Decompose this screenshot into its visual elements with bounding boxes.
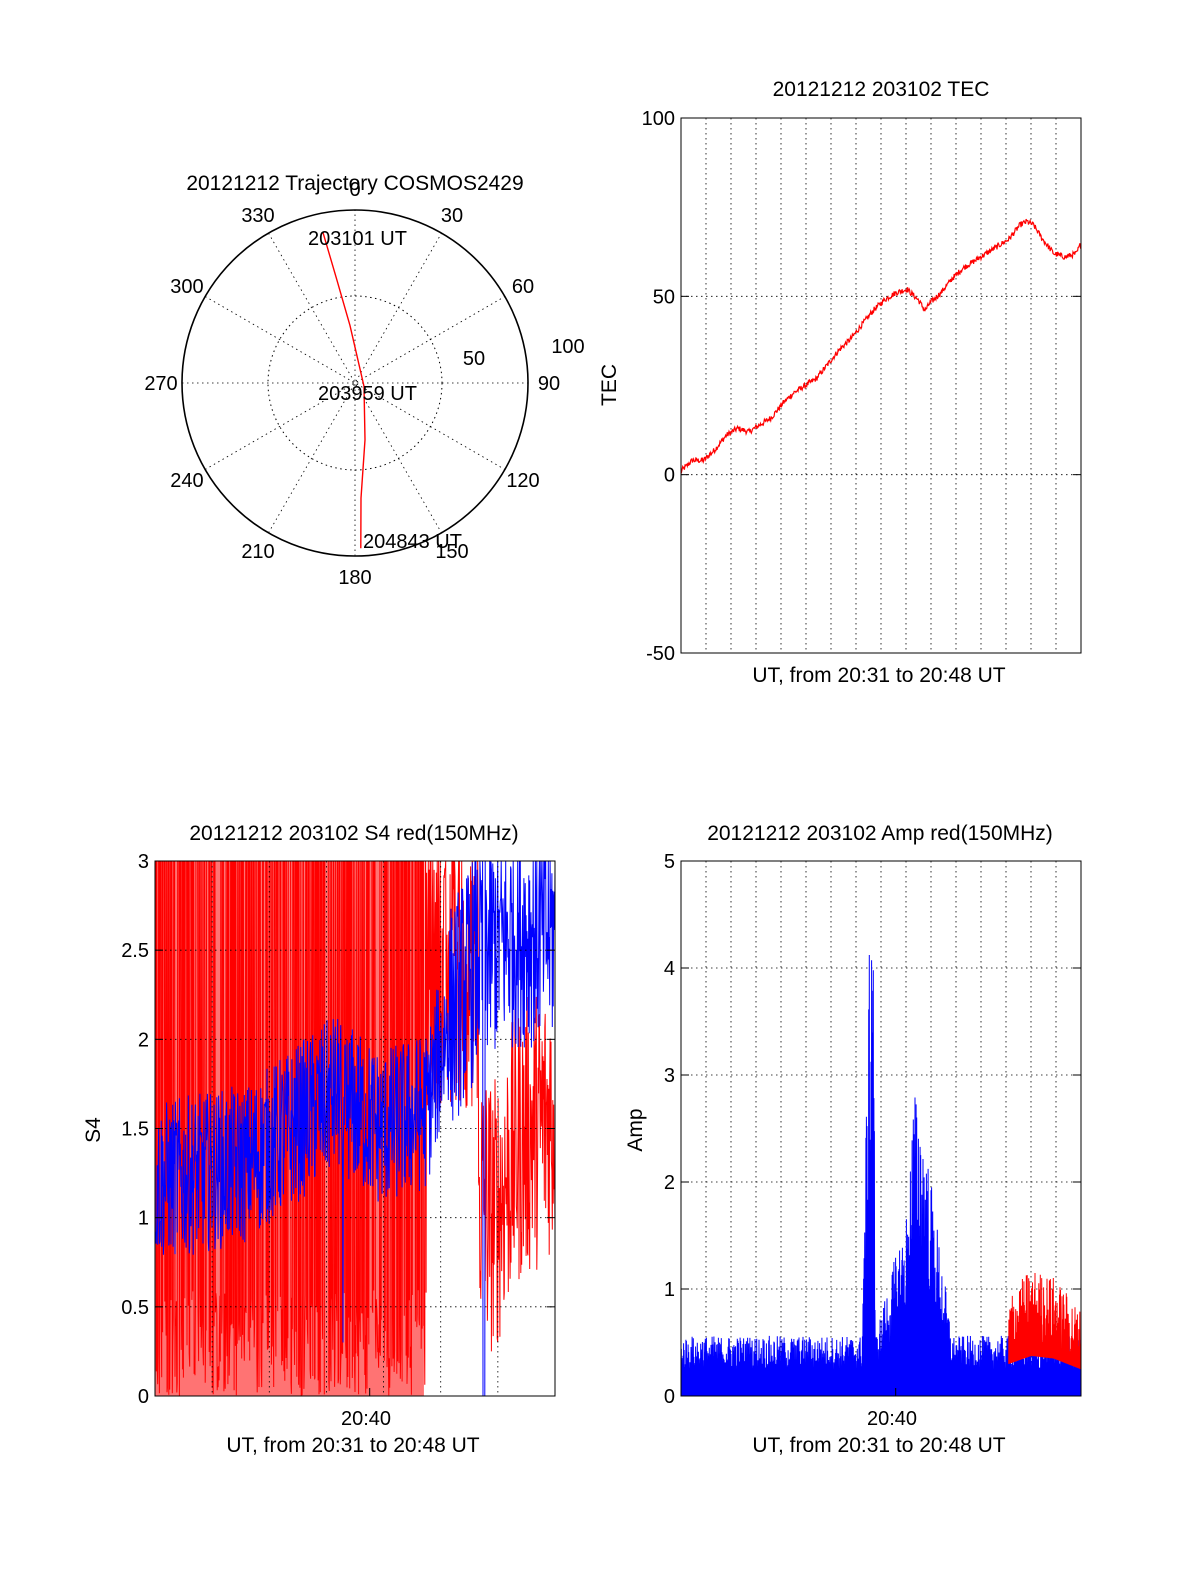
amp-xlabel: UT, from 20:31 to 20:48 UT <box>752 1434 1005 1457</box>
azimuth-label: 90 <box>538 373 560 395</box>
y-tick-label: 0 <box>664 1386 675 1408</box>
azimuth-label: 210 <box>241 541 274 563</box>
tec-plot-frame <box>680 117 1082 654</box>
s4-panel: 20121212 203102 S4 red(150MHz) 0 0.5 1 1.5 2… <box>82 822 556 1457</box>
azimuth-label: 30 <box>441 205 463 227</box>
tec-y-ticks: -50 0 50 100 <box>642 108 1081 665</box>
y-tick-label: 3 <box>664 1065 675 1087</box>
amp-title: 20121212 203102 Amp red(150MHz) <box>707 822 1053 845</box>
y-tick-label: -50 <box>646 643 675 665</box>
y-tick-label: 1.5 <box>121 1119 149 1141</box>
azimuth-label: 270 <box>144 373 177 395</box>
amp-red-series <box>1008 1272 1082 1370</box>
s4-ylabel: S4 <box>82 1117 105 1143</box>
s4-plot-frame <box>154 860 556 1397</box>
tec-title: 20121212 203102 TEC <box>773 78 990 101</box>
amp-panel: 20121212 203102 Amp red(150MHz) 0 1 2 3 4 5 2… <box>624 822 1082 1457</box>
y-tick-label: 4 <box>664 958 675 980</box>
trajectory-panel: 20121212 Trajectory COSMOS2429 0 30 60 90 12… <box>144 172 584 589</box>
azimuth-label: 0 <box>349 179 360 201</box>
y-tick-label: 0 <box>138 1386 149 1408</box>
azimuth-label: 120 <box>506 470 539 492</box>
annotation-start-time: 203101 UT <box>308 228 407 250</box>
y-tick-label: 2 <box>664 1172 675 1194</box>
s4-xlabel: UT, from 20:31 to 20:48 UT <box>226 1434 479 1457</box>
y-tick-label: 2 <box>138 1029 149 1051</box>
s4-series <box>154 860 556 1397</box>
radial-label-50: 50 <box>463 348 485 370</box>
tec-panel: 20121212 203102 TEC -50 0 50 100 TEC UT, fr… <box>598 78 1082 687</box>
amp-x-tick-label: 20:40 <box>867 1408 917 1430</box>
s4-y-ticks: 0 0.5 1 1.5 2 2.5 3 <box>121 851 555 1408</box>
amp-plot-frame <box>680 860 1082 1397</box>
s4-blue-series <box>154 860 556 1397</box>
azimuth-label: 60 <box>512 276 534 298</box>
s4-x-tick-label: 20:40 <box>341 1408 391 1430</box>
tec-xlabel: UT, from 20:31 to 20:48 UT <box>752 664 1005 687</box>
azimuth-label: 300 <box>170 276 203 298</box>
y-tick-label: 2.5 <box>121 940 149 962</box>
tec-ylabel: TEC <box>598 364 621 406</box>
y-tick-label: 3 <box>138 851 149 873</box>
azimuth-label: 150 <box>435 541 468 563</box>
trajectory-track <box>322 232 366 549</box>
y-tick-label: 1 <box>664 1279 675 1301</box>
y-tick-label: 5 <box>664 851 675 873</box>
s4-title: 20121212 203102 S4 red(150MHz) <box>189 822 518 845</box>
tec-grid <box>681 118 1081 653</box>
azimuth-label: 180 <box>338 567 371 589</box>
tec-series-line <box>680 218 1082 474</box>
y-tick-label: 100 <box>642 108 675 130</box>
amp-ylabel: Amp <box>624 1108 647 1151</box>
y-tick-label: 50 <box>653 286 675 308</box>
y-tick-label: 1 <box>138 1208 149 1230</box>
polar-azimuth-labels: 0 30 60 90 120 150 180 210 240 270 300 330 <box>144 179 560 589</box>
trajectory-title: 20121212 Trajectory COSMOS2429 <box>186 172 523 195</box>
s4-grid <box>155 861 555 1396</box>
annotation-mid-time: 203959 UT <box>318 383 417 405</box>
y-tick-label: 0 <box>664 465 675 487</box>
annotation-end-time: 204843 UT <box>363 531 462 553</box>
azimuth-label: 240 <box>170 470 203 492</box>
radial-label-100: 100 <box>551 336 584 358</box>
azimuth-label: 330 <box>241 205 274 227</box>
y-tick-label: 0.5 <box>121 1297 149 1319</box>
